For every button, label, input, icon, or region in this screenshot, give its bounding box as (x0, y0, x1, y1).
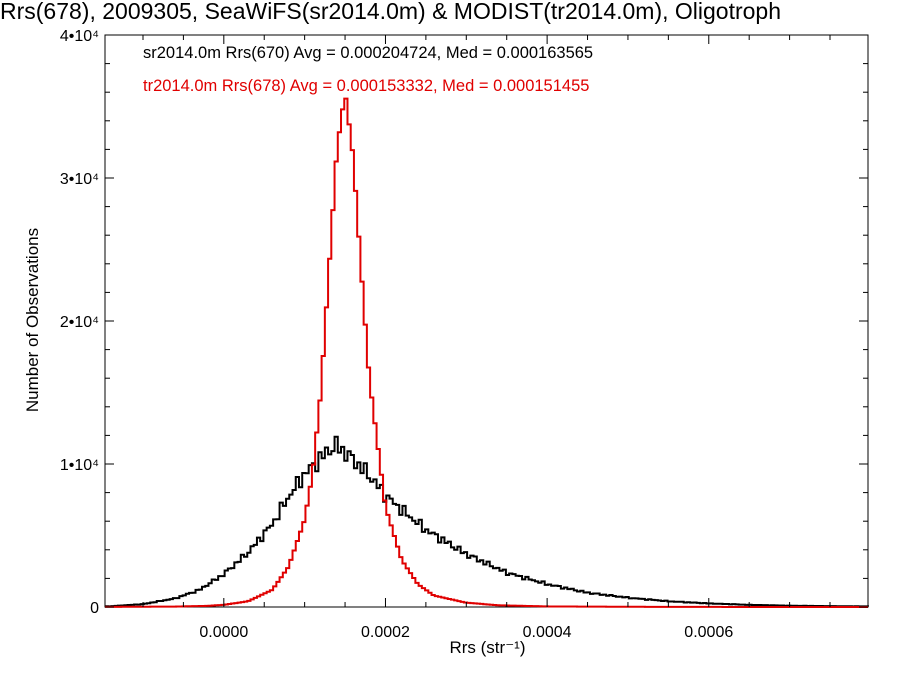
plot-frame (104, 34, 869, 608)
y-tick-label: 4•10⁴ (60, 28, 99, 45)
axes-frame (104, 34, 869, 608)
x-tick-label: 0.0006 (684, 624, 733, 641)
x-axis-label: Rrs (str⁻¹) (449, 638, 526, 657)
tick-layer: 0.0000 0.0002 0.0004 0.0006 0 1•10⁴ 2•10⁴ 3•10⁴… (60, 28, 868, 641)
y-tick-label: 3•10⁴ (60, 171, 99, 188)
legend-entry-tr2014: tr2014.0m Rrs(678) Avg = 0.000153332, Me… (143, 77, 590, 95)
chart-title: Rrs(678), 2009305, SeaWiFS(sr2014.0m) & … (0, 0, 782, 24)
y-tick-label: 1•10⁴ (60, 457, 99, 474)
y-tick-label: 2•10⁴ (60, 314, 99, 331)
histogram-series-0 (105, 435, 869, 608)
histogram-series-1 (105, 97, 868, 608)
x-tick-label: 0.0000 (199, 624, 248, 641)
x-tick-label: 0.0002 (361, 624, 410, 641)
series-layer (105, 97, 869, 608)
legend-entry-sr2014: sr2014.0m Rrs(670) Avg = 0.000204724, Me… (143, 44, 594, 62)
x-tick-label: 0.0004 (523, 624, 572, 641)
y-tick-label: 0 (90, 600, 99, 617)
y-axis-label: Number of Observations (23, 227, 42, 413)
